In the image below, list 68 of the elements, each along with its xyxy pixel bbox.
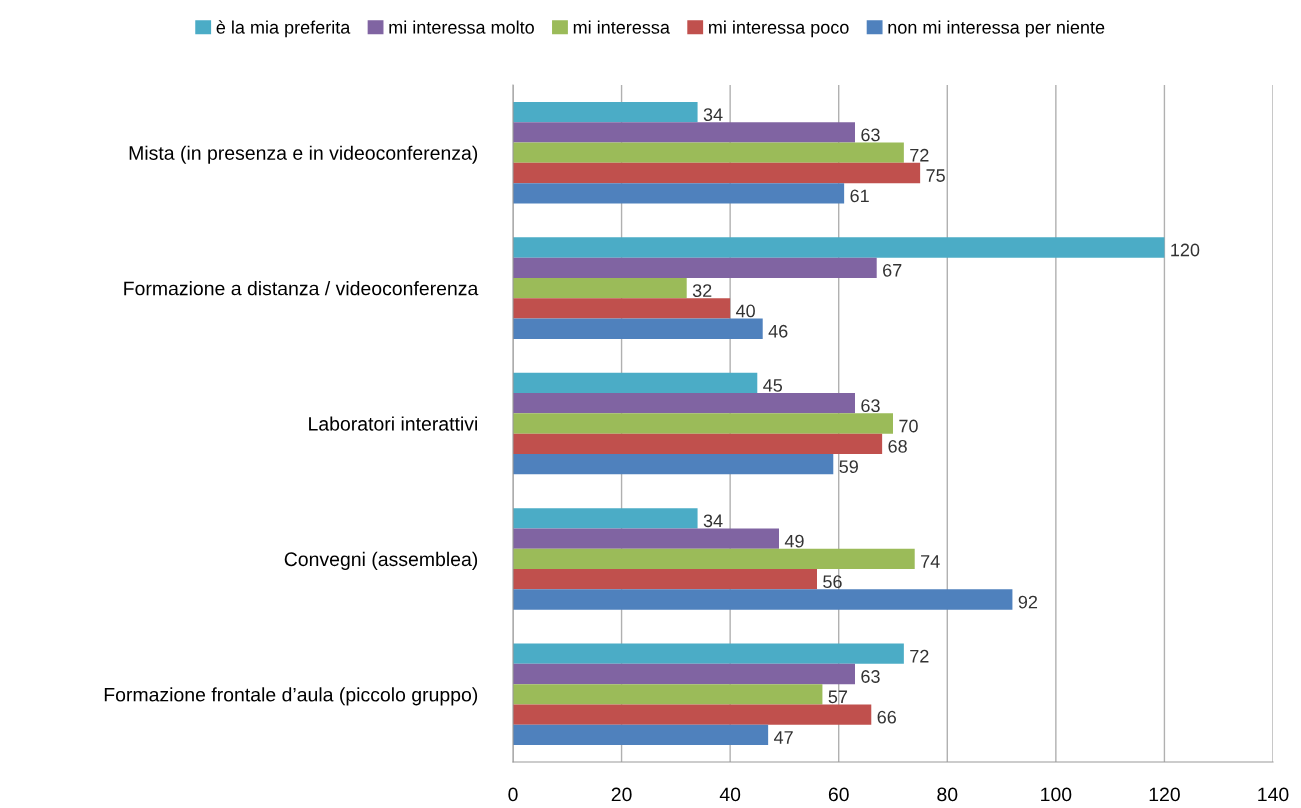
bar: [513, 663, 855, 685]
data-label: 72: [910, 148, 929, 162]
bar: [513, 589, 1013, 610]
y-tick-label: Formazione frontale d’aula (piccolo gruppo): [104, 687, 478, 706]
data-label: 72: [910, 649, 929, 663]
data-label: 61: [850, 189, 869, 203]
bar: [513, 237, 1165, 258]
legend-label: mi interessa poco: [709, 20, 849, 38]
bar: [513, 704, 872, 725]
data-label: 34: [703, 108, 723, 121]
data-label: 45: [763, 379, 783, 392]
data-label: 47: [773, 731, 793, 744]
legend-label: mi interessa: [573, 20, 670, 34]
data-label: 120: [1171, 243, 1200, 257]
data-label: 49: [784, 534, 804, 548]
x-tick-label: 60: [828, 787, 849, 802]
bar: [513, 433, 883, 454]
bar: [513, 684, 823, 705]
bar: [513, 318, 763, 339]
bar: [513, 162, 921, 184]
bar: [513, 548, 915, 570]
bar: [513, 122, 855, 143]
bar: [513, 142, 904, 163]
bar: [513, 257, 877, 278]
data-label: 32: [692, 284, 712, 298]
legend-label: mi interessa molto: [389, 20, 534, 34]
x-tick-label: 20: [611, 787, 632, 802]
x-tick-label: 0: [508, 787, 518, 802]
legend-label: è la mia preferita: [216, 20, 351, 38]
data-label: 70: [899, 419, 918, 433]
bar: [513, 393, 855, 414]
y-tick-label: Laboratori interattivi: [309, 416, 477, 431]
bar: [513, 372, 758, 394]
data-label: 66: [877, 710, 896, 724]
bar: [513, 528, 779, 549]
bar: [513, 101, 698, 123]
data-label: 75: [926, 169, 945, 182]
data-label: 92: [1018, 595, 1038, 609]
data-label: 46: [768, 324, 788, 338]
x-tick-label: 140: [1258, 787, 1289, 802]
data-label: 74: [921, 555, 940, 568]
legend-label: non mi interessa per niente: [888, 20, 1105, 38]
bar: [513, 724, 769, 746]
bar: [513, 453, 834, 475]
x-tick-label: 40: [719, 787, 741, 802]
data-label: 68: [888, 439, 907, 453]
data-label: 59: [839, 460, 858, 474]
y-tick-label: Mista (in presenza e in videoconferenza): [129, 145, 478, 164]
bar: [513, 643, 904, 664]
bar: [513, 508, 698, 529]
data-label: 56: [823, 575, 842, 589]
data-label: 67: [883, 263, 902, 277]
bar: [513, 183, 845, 204]
y-tick-label: Convegni (assemblea): [284, 551, 478, 570]
x-tick-label: 100: [1041, 787, 1072, 802]
x-tick-label: 80: [937, 787, 958, 802]
data-label: 63: [861, 399, 880, 413]
data-label: 34: [703, 514, 723, 528]
data-label: 40: [735, 304, 755, 318]
bar: [513, 569, 817, 590]
data-label: 63: [861, 670, 880, 683]
bar: [513, 277, 687, 299]
bar: [513, 413, 893, 434]
bar: [513, 298, 731, 319]
data-label: 63: [861, 128, 880, 142]
data-label: 57: [828, 690, 848, 704]
x-tick-label: 120: [1149, 787, 1180, 802]
y-tick-label: Formazione a distanza / videoconferenza: [124, 281, 479, 296]
